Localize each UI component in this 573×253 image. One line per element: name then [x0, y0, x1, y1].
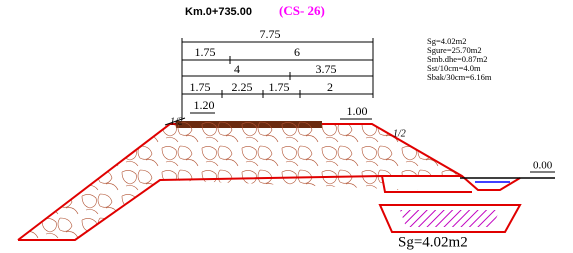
dim: 7.75	[260, 27, 281, 41]
dim: 2.25	[232, 80, 253, 94]
slope-label: 1/2	[170, 116, 183, 127]
dim: 1.75	[195, 45, 216, 59]
section-label: (CS- 26)	[279, 3, 325, 18]
dim: 1.00	[347, 104, 368, 118]
excavation	[380, 205, 520, 232]
cross-section: Km.0+735.00 (CS- 26) 7.75 1.75 6 4 3.75 …	[0, 0, 573, 253]
title: Km.0+735.00	[185, 6, 252, 18]
dim: 1.75	[190, 80, 211, 94]
dim: 1.75	[269, 80, 290, 94]
dim: 1.20	[194, 98, 215, 112]
area-notes: Sg=4.02m2 Sgure=25.70m2 Smb.dhe=0.87m2 S…	[427, 36, 492, 82]
ground-level: 0.00	[533, 160, 553, 172]
area-note: Sbak/30cm=6.16m	[427, 72, 492, 82]
dim: 3.75	[316, 62, 337, 76]
dim: 6	[294, 45, 300, 59]
dim: 4	[234, 62, 240, 76]
slope-label: 1/2	[393, 128, 406, 139]
dim: 2	[327, 80, 333, 94]
footer-area: Sg=4.02m2	[398, 234, 468, 250]
